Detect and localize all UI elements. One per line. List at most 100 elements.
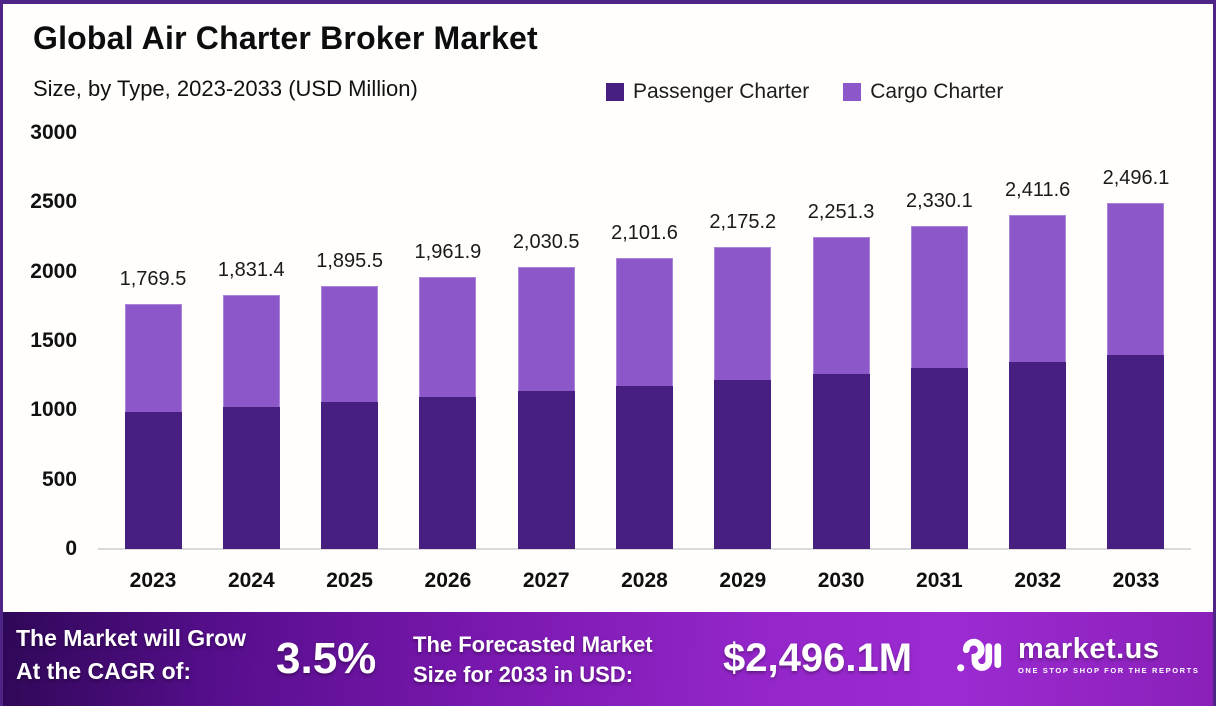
bar-column: 2,330.1 2031 <box>890 133 988 592</box>
stacked-bar <box>222 295 280 549</box>
footer-banner: The Market will Grow At the CAGR of: 3.5… <box>3 612 1213 706</box>
stacked-bar <box>812 236 870 549</box>
bar-total-label: 2,330.1 <box>906 189 973 212</box>
cargo-charter-segment <box>714 247 772 381</box>
bar-column: 2,030.5 2027 <box>497 133 595 592</box>
stacked-bar <box>714 247 772 549</box>
y-axis-tick-label: 1500 <box>30 329 77 352</box>
cargo-charter-swatch-icon <box>843 83 862 101</box>
passenger-charter-segment <box>517 391 575 549</box>
x-axis-tick-label: 2024 <box>227 569 275 592</box>
passenger-charter-segment <box>124 411 182 549</box>
passenger-charter-segment <box>222 406 280 549</box>
bar-total-label: 2,411.6 <box>1005 178 1071 201</box>
forecast-value: $2,496.1M <box>723 636 913 680</box>
chart-legend: Passenger Charter Cargo Charter <box>606 80 1003 104</box>
x-axis-tick-label: 2028 <box>621 569 668 592</box>
x-axis-tick-label: 2033 <box>1112 569 1160 592</box>
legend-label: Cargo Charter <box>870 80 1004 103</box>
stacked-bar <box>910 225 968 549</box>
cargo-charter-segment <box>812 236 870 375</box>
chart-title: Global Air Charter Broker Market <box>33 20 538 56</box>
chart-subtitle: Size, by Type, 2023-2033 (USD Million) <box>33 76 418 101</box>
bar-column: 2,251.3 2030 <box>792 133 890 592</box>
brand-name: market.us <box>1018 633 1160 665</box>
cagr-value: 3.5% <box>276 634 377 683</box>
stacked-bar <box>517 267 575 549</box>
y-axis-tick-label: 2000 <box>30 259 77 283</box>
cagr-label-line2: At the CAGR of: <box>16 658 192 684</box>
cargo-charter-segment <box>222 295 280 407</box>
bar-column: 1,769.5 2023 <box>104 133 202 592</box>
bar-chart-plot-area: 1,769.5 2023 1,831.4 2024 1,895.5 2025 1,961.9… <box>104 133 1185 592</box>
marketus-logo-icon <box>956 634 1008 683</box>
passenger-charter-segment <box>321 401 379 549</box>
y-axis-tick-label: 0 <box>65 537 77 560</box>
passenger-charter-segment <box>1009 361 1067 549</box>
marketus-logo: market.us ONE STOP SHOP FOR THE REPORTS <box>956 634 1199 683</box>
bar-total-label: 1,769.5 <box>119 267 187 290</box>
legend-item-cargo-charter: Cargo Charter <box>843 80 1003 104</box>
cargo-charter-segment <box>517 267 575 392</box>
stacked-bar <box>124 303 182 549</box>
passenger-charter-segment <box>1107 355 1165 549</box>
y-axis-tick-label: 500 <box>41 467 77 491</box>
bar-column: 2,496.1 2033 <box>1087 133 1185 592</box>
cagr-label: The Market will Grow At the CAGR of: <box>16 622 246 688</box>
bar-total-label: 2,496.1 <box>1102 166 1170 189</box>
y-axis-tick-label: 3000 <box>30 121 77 144</box>
bar-column: 1,895.5 2025 <box>301 133 399 592</box>
bar-total-label: 1,895.5 <box>316 250 383 273</box>
x-axis-tick-label: 2032 <box>1014 569 1062 592</box>
x-axis-tick-label: 2027 <box>522 569 570 592</box>
bar-total-label: 2,251.3 <box>807 200 875 223</box>
brand-text: market.us ONE STOP SHOP FOR THE REPORTS <box>1018 634 1199 675</box>
bar-total-label: 1,961.9 <box>414 240 482 263</box>
cargo-charter-segment <box>1009 214 1067 362</box>
x-axis-tick-label: 2025 <box>326 569 373 592</box>
forecast-label-line2: Size for 2033 in USD: <box>413 662 634 687</box>
stacked-bar <box>1107 202 1165 549</box>
forecast-label-line1: The Forecasted Market <box>413 632 653 657</box>
y-axis: 0 500 1000 1500 2000 2500 3000 <box>3 121 77 560</box>
cargo-charter-segment <box>1107 202 1165 356</box>
passenger-charter-segment <box>910 368 968 549</box>
cargo-charter-segment <box>419 276 477 397</box>
bar-column: 2,175.2 2029 <box>694 133 792 592</box>
passenger-charter-segment <box>419 396 477 549</box>
bar-total-label: 2,030.5 <box>512 231 580 254</box>
y-axis-tick-label: 2500 <box>30 190 77 214</box>
passenger-charter-segment <box>714 380 772 549</box>
bar-column: 1,831.4 2024 <box>202 133 300 592</box>
passenger-charter-segment <box>615 385 673 549</box>
bar-total-label: 2,175.2 <box>709 211 777 234</box>
bar-total-label: 2,101.6 <box>611 221 678 244</box>
passenger-charter-segment <box>812 374 870 549</box>
brand-tagline: ONE STOP SHOP FOR THE REPORTS <box>1018 666 1200 675</box>
cargo-charter-segment <box>124 303 182 412</box>
x-axis-tick-label: 2031 <box>916 569 963 592</box>
x-axis-tick-label: 2029 <box>719 569 767 592</box>
x-axis-tick-label: 2026 <box>424 569 472 592</box>
stacked-bar <box>419 276 477 549</box>
x-axis-tick-label: 2030 <box>817 569 865 592</box>
cargo-charter-segment <box>910 225 968 369</box>
passenger-charter-swatch-icon <box>606 83 624 101</box>
forecast-label: The Forecasted Market Size for 2033 in U… <box>413 630 653 690</box>
stacked-bar <box>615 257 673 549</box>
legend-label: Passenger Charter <box>633 80 810 103</box>
x-axis-baseline <box>98 548 1191 550</box>
cargo-charter-segment <box>615 257 673 386</box>
y-axis-tick-label: 1000 <box>30 398 77 422</box>
bar-column: 2,411.6 2032 <box>989 133 1087 592</box>
cargo-charter-segment <box>321 286 379 402</box>
stacked-bar <box>1009 214 1067 549</box>
bar-column: 1,961.9 2026 <box>399 133 497 592</box>
cagr-label-line1: The Market will Grow <box>16 625 247 651</box>
bar-column: 2,101.6 2028 <box>595 133 693 592</box>
stacked-bar <box>321 286 379 549</box>
bar-total-label: 1,831.4 <box>217 259 285 282</box>
legend-item-passenger-charter: Passenger Charter <box>606 80 809 104</box>
x-axis-tick-label: 2023 <box>129 569 177 592</box>
